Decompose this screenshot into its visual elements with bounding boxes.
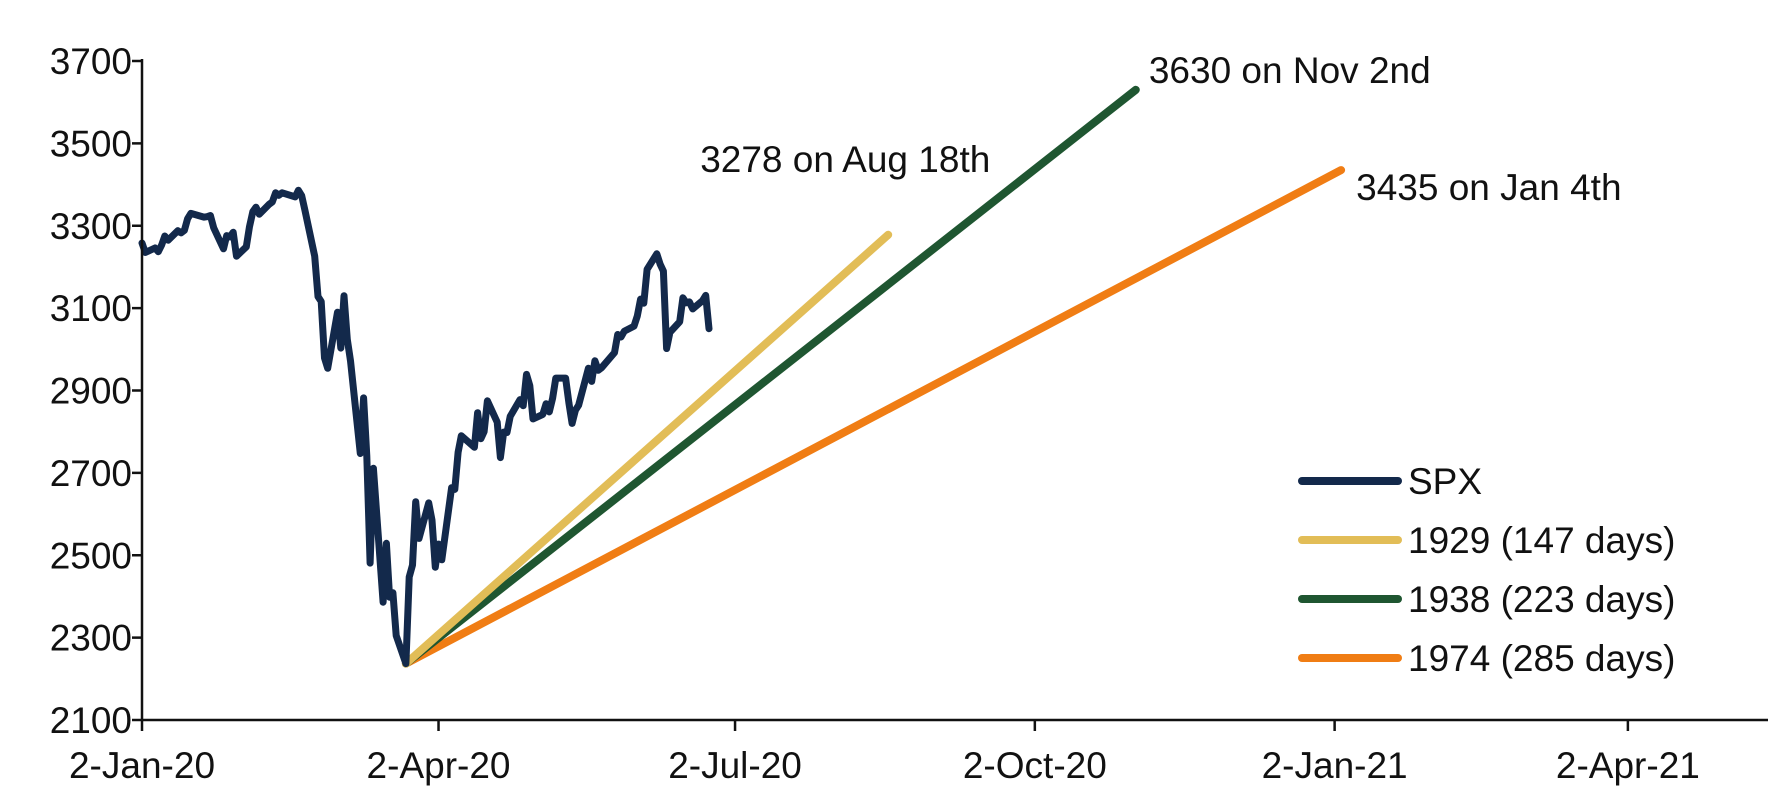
x-tick-label: 2-Jan-20 — [69, 745, 215, 786]
legend: SPX 1929 (147 days) 1938 (223 days) 1974 (2… — [1298, 461, 1675, 679]
y-tick-label: 2300 — [50, 618, 132, 659]
y-tick-label: 3300 — [50, 206, 132, 247]
annotations: 3278 on Aug 18th 3630 on Nov 2nd 3435 on J… — [700, 50, 1621, 208]
legend-label: SPX — [1408, 461, 1482, 502]
x-tick-label: 2-Jan-21 — [1262, 745, 1408, 786]
y-tick-label: 2100 — [50, 700, 132, 741]
series-line-1974 — [401, 166, 1346, 668]
annotation-label: 3435 on Jan 4th — [1356, 167, 1621, 208]
y-tick-label: 3700 — [50, 41, 132, 82]
y-tick-label: 3100 — [50, 288, 132, 329]
series-line-1938 — [401, 85, 1140, 668]
axes: 3700350033003100290027002500230021002-Ja… — [50, 41, 1768, 786]
x-tick-label: 2-Oct-20 — [963, 745, 1107, 786]
x-tick-label: 2-Apr-21 — [1556, 745, 1700, 786]
series-line-1929 — [401, 230, 893, 668]
annotation-label: 3278 on Aug 18th — [700, 139, 990, 180]
y-tick-label: 2500 — [50, 535, 132, 576]
y-tick-label: 3500 — [50, 123, 132, 164]
y-tick-label: 2700 — [50, 453, 132, 494]
annotation-label: 3630 on Nov 2nd — [1149, 50, 1431, 91]
legend-label: 1938 (223 days) — [1408, 579, 1675, 620]
x-tick-label: 2-Apr-20 — [367, 745, 511, 786]
legend-label: 1974 (285 days) — [1408, 638, 1675, 679]
y-tick-label: 2900 — [50, 371, 132, 412]
series-line-spx — [138, 186, 713, 668]
x-tick-label: 2-Jul-20 — [668, 745, 802, 786]
legend-label: 1929 (147 days) — [1408, 520, 1675, 561]
plot-series — [138, 85, 1346, 668]
